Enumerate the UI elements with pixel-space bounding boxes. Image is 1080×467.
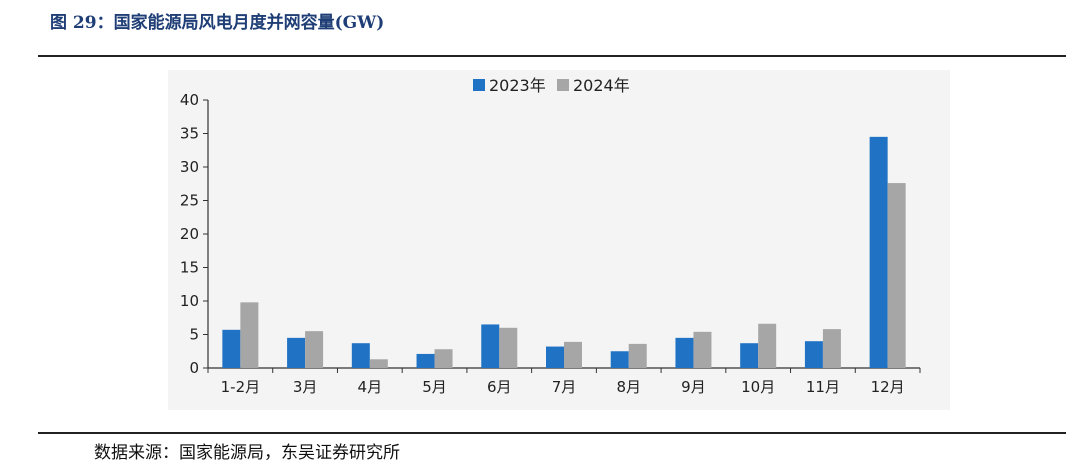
- bar-2024年-4月: [369, 359, 388, 368]
- bar-2024年-1-2月: [240, 302, 259, 368]
- bar-2024年-10月: [758, 323, 777, 368]
- y-tick-label: 10: [180, 292, 199, 310]
- bar-2023年-6月: [481, 324, 500, 368]
- x-tick-label: 11月: [806, 378, 840, 396]
- bar-2024年-7月: [564, 341, 582, 368]
- y-tick-label: 20: [180, 225, 199, 243]
- legend-label-2023年: 2023年: [489, 76, 546, 95]
- x-tick-label: 9月: [681, 378, 706, 396]
- x-tick-label: 3月: [293, 378, 318, 396]
- bar-2024年-12月: [887, 183, 906, 368]
- bar-2023年-7月: [546, 346, 564, 368]
- top-rule: [38, 55, 1066, 57]
- x-tick-label: 4月: [358, 378, 383, 396]
- bar-2023年-9月: [675, 337, 694, 368]
- x-tick-label: 5月: [422, 378, 447, 396]
- y-tick-label: 25: [180, 192, 199, 210]
- bar-2023年-5月: [416, 353, 435, 368]
- legend-label-2024年: 2024年: [573, 76, 630, 95]
- x-tick-label: 10月: [741, 378, 775, 396]
- bar-2023年-10月: [740, 343, 759, 368]
- bar-2024年-8月: [628, 343, 647, 368]
- bar-2024年-6月: [499, 327, 518, 368]
- bar-2023年-1-2月: [222, 329, 241, 368]
- bar-2023年-12月: [869, 136, 888, 368]
- y-tick-label: 5: [189, 326, 199, 344]
- bar-2024年-5月: [434, 349, 453, 368]
- bar-chart: 0 5 10 15 20 25 30 35 40 1-2月 3月 4月 5月 6月 7月 8月 9月 10月 11月…: [180, 76, 921, 396]
- bar-2024年-11月: [822, 329, 841, 368]
- y-tick-label: 35: [180, 125, 199, 143]
- x-tick-label: 12月: [871, 378, 905, 396]
- x-tick-label: 1-2月: [221, 378, 261, 396]
- x-tick-label: 6月: [487, 378, 512, 396]
- bar-2023年-4月: [351, 343, 370, 368]
- source-note: 数据来源：国家能源局，东吴证券研究所: [94, 443, 400, 463]
- x-tick-label: 8月: [616, 378, 641, 396]
- plot-area: 0 5 10 15 20 25 30 35 40 1-2月 3月 4月 5月 6月 7月 8月 9月 10月 11月…: [168, 70, 950, 410]
- bar-2023年-11月: [804, 341, 823, 368]
- bottom-rule: [38, 432, 1066, 434]
- bar-2023年-8月: [610, 351, 629, 368]
- bar-2024年-3月: [305, 331, 324, 368]
- x-tick-label: 7月: [552, 378, 577, 396]
- figure-title: 图 29：国家能源局风电月度并网容量(GW): [50, 13, 385, 33]
- legend-swatch-2023年: [473, 79, 485, 91]
- y-tick-label: 40: [180, 91, 199, 109]
- y-tick-label: 15: [180, 259, 199, 277]
- legend-swatch-2024年: [557, 79, 569, 91]
- y-tick-label: 30: [180, 158, 199, 176]
- bar-2024年-9月: [693, 331, 712, 368]
- y-tick-label: 0: [189, 359, 199, 377]
- bar-2023年-3月: [287, 337, 306, 368]
